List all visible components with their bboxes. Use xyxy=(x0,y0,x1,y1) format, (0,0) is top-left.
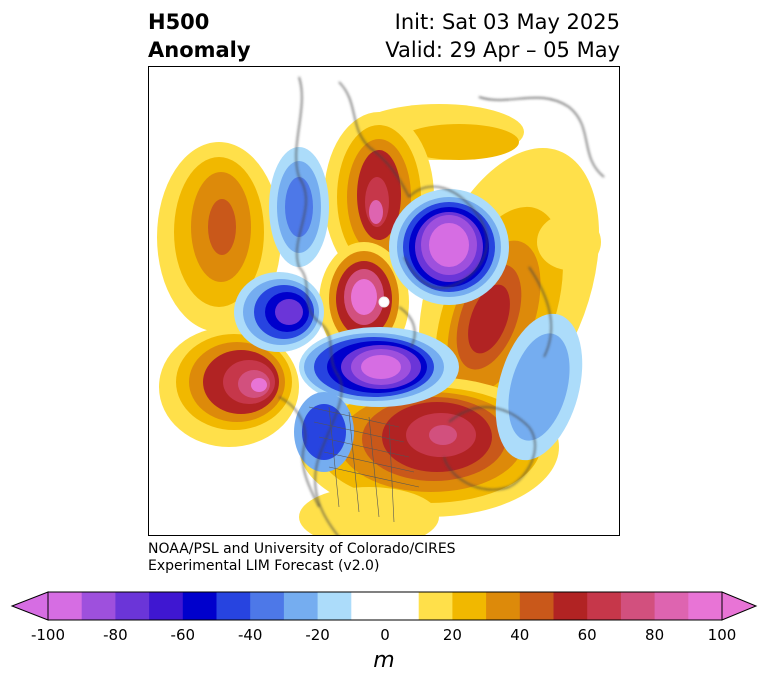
colorbar-cell xyxy=(250,592,285,620)
anomaly-negative-canada xyxy=(269,147,329,267)
colorbar-cell xyxy=(216,592,251,620)
colorbar-tick-label: -40 xyxy=(237,626,263,644)
colorbar-tick-label: 100 xyxy=(707,626,737,644)
colorbar-cell xyxy=(418,592,453,620)
colorbar-cell xyxy=(486,592,521,620)
colorbar-under-arrow xyxy=(10,591,49,621)
colorbar-cell xyxy=(351,592,386,620)
colorbar-tick-label: 60 xyxy=(577,626,597,644)
colorbar-cell xyxy=(688,592,723,620)
init-date: Init: Sat 03 May 2025 xyxy=(394,10,620,34)
anomaly-negative-siberia xyxy=(294,327,459,472)
colorbar-cell xyxy=(654,592,689,620)
colorbar-tick-label: 0 xyxy=(380,626,390,644)
anomaly-negative-east-atlantic xyxy=(495,313,583,461)
colorbar-cell xyxy=(553,592,588,620)
colorbar xyxy=(10,591,758,621)
colorbar-ticks: -100 -80 -60 -40 -20 0 20 40 60 80 100 xyxy=(0,626,768,648)
colorbar-cell xyxy=(620,592,656,620)
map-svg xyxy=(157,76,605,535)
anomaly-positive-west-pacific xyxy=(159,327,299,447)
colorbar-cell xyxy=(182,592,217,620)
colorbar-frame xyxy=(47,591,723,621)
colorbar-tick-label: -80 xyxy=(103,626,128,644)
anomaly-negative-bering xyxy=(234,272,324,352)
colorbar-cell xyxy=(115,592,150,620)
anomaly-negative-north-atlantic xyxy=(389,189,509,305)
anomaly-positive-pacific xyxy=(157,142,281,332)
colorbar-tick-label: -60 xyxy=(170,626,196,644)
title-anomaly: Anomaly xyxy=(148,38,251,62)
colorbar-unit: m xyxy=(373,648,395,673)
colorbar-tick-label: 20 xyxy=(442,626,462,644)
colorbar-cell xyxy=(385,592,420,620)
valid-range: Valid: 29 Apr – 05 May xyxy=(385,38,620,62)
title-right: Init: Sat 03 May 2025 Valid: 29 Apr – 05… xyxy=(385,8,620,64)
colorbar-cell xyxy=(317,592,352,620)
colorbar-cells xyxy=(48,592,723,620)
colorbar-cell xyxy=(283,592,319,620)
colorbar-cell xyxy=(149,592,184,620)
colorbar-cell xyxy=(48,592,83,620)
colorbar-cell xyxy=(519,592,554,620)
anomaly-positive-bottom xyxy=(299,487,439,535)
pole-marker xyxy=(378,296,390,308)
state-boundaries xyxy=(308,406,420,523)
coastlines xyxy=(278,76,605,535)
credit-line2: Experimental LIM Forecast (v2.0) xyxy=(148,558,380,574)
anomaly-map xyxy=(148,66,620,536)
colorbar-cell xyxy=(452,592,487,620)
colorbar-tick-label: -100 xyxy=(30,626,66,644)
colorbar-tick-label: 80 xyxy=(645,626,665,644)
colorbar-tick-label: 40 xyxy=(510,626,530,644)
title-variable: H500 xyxy=(148,10,210,34)
colorbar-over-arrow xyxy=(721,591,758,621)
anomaly-positive-east-asia xyxy=(299,377,559,517)
colorbar-cell xyxy=(81,592,116,620)
colorbar-tick-label: -20 xyxy=(305,626,330,644)
colorbar-cell xyxy=(587,592,622,620)
credit-line1: NOAA/PSL and University of Colorado/CIRE… xyxy=(148,541,456,557)
credit: NOAA/PSL and University of Colorado/CIRE… xyxy=(148,541,456,575)
title-left: H500 Anomaly xyxy=(148,8,251,64)
